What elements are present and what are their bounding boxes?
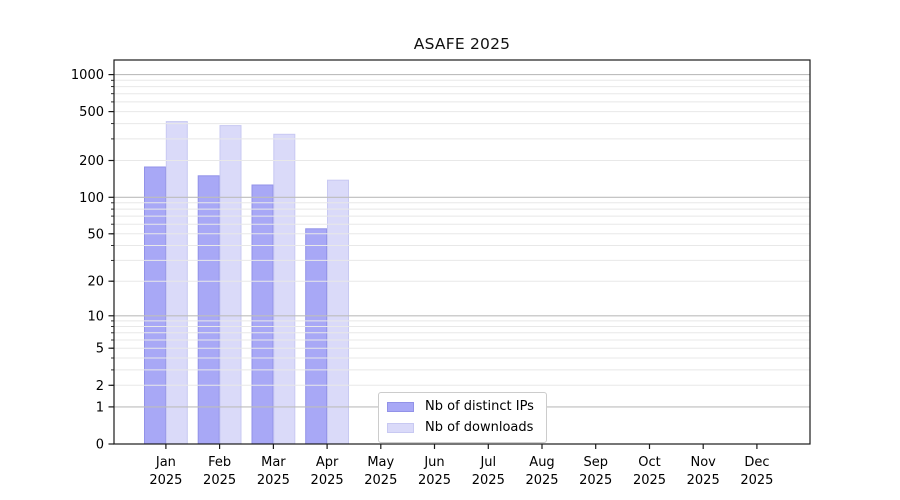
bars: [145, 122, 349, 444]
legend-item: Nb of downloads: [387, 419, 534, 437]
chart: ASAFE 2025 01251020501002005001000Jan202…: [0, 0, 900, 500]
x-tick-label-year: 2025: [311, 473, 344, 488]
x-tick-label-year: 2025: [525, 473, 558, 488]
x-tick-label-year: 2025: [418, 473, 451, 488]
x-tick-label-month: Sep: [583, 455, 608, 470]
y-tick-label: 200: [79, 154, 104, 169]
y-tick-label: 5: [96, 342, 104, 357]
y-tick-label: 2: [96, 379, 104, 394]
downloads-swatch-icon: [387, 423, 414, 433]
y-tick-label: 500: [79, 105, 104, 120]
x-tick-label-year: 2025: [633, 473, 666, 488]
bar-distinct-ips-apr: [306, 229, 327, 444]
distinct-ips-swatch-icon: [387, 402, 414, 412]
bar-distinct-ips-jan: [145, 167, 166, 444]
y-tick-label: 0: [96, 438, 104, 453]
bar-downloads-mar: [274, 134, 295, 444]
bar-downloads-apr: [328, 180, 349, 444]
x-tick-label-month: Mar: [261, 455, 286, 470]
x-tick-label-month: Jun: [423, 455, 444, 470]
legend: Nb of distinct IPs Nb of downloads: [378, 392, 547, 443]
x-tick-label-year: 2025: [740, 473, 773, 488]
x-tick-label-year: 2025: [687, 473, 720, 488]
x-tick-label-month: Apr: [316, 455, 339, 470]
bar-downloads-feb: [220, 126, 241, 444]
x-tick-label-year: 2025: [472, 473, 505, 488]
y-tick-label: 1: [96, 400, 104, 415]
bar-downloads-jan: [166, 122, 187, 444]
x-tick-label-month: Dec: [744, 455, 769, 470]
y-axis: 0 1 2 5 10 20 50 100 200 500 1000: [71, 68, 114, 452]
legend-item: Nb of distinct IPs: [387, 398, 534, 416]
x-tick-label-month: Jul: [479, 455, 496, 470]
x-tick-label-month: Oct: [638, 455, 660, 470]
y-tick-label: 1000: [71, 68, 104, 83]
x-tick-label-year: 2025: [364, 473, 397, 488]
x-tick-label-month: Feb: [208, 455, 231, 470]
x-tick-label-month: Nov: [691, 455, 717, 470]
legend-label: Nb of distinct IPs: [425, 398, 534, 416]
x-tick-label-month: Jan: [155, 455, 176, 470]
y-tick-label: 10: [87, 309, 104, 324]
legend-label: Nb of downloads: [425, 419, 533, 437]
x-axis: Jan 2025 Feb 2025 Mar 2025 Apr 2025 May 2025 Jun 20…: [149, 444, 773, 488]
x-tick-label-month: May: [367, 455, 394, 470]
y-tick-label: 20: [87, 275, 104, 290]
x-tick-label-year: 2025: [203, 473, 236, 488]
x-tick-label-year: 2025: [149, 473, 182, 488]
x-tick-label-month: Aug: [529, 455, 554, 470]
x-tick-label-year: 2025: [257, 473, 290, 488]
x-tick-label-year: 2025: [579, 473, 612, 488]
y-tick-label: 50: [87, 227, 104, 242]
y-tick-label: 100: [79, 191, 104, 206]
